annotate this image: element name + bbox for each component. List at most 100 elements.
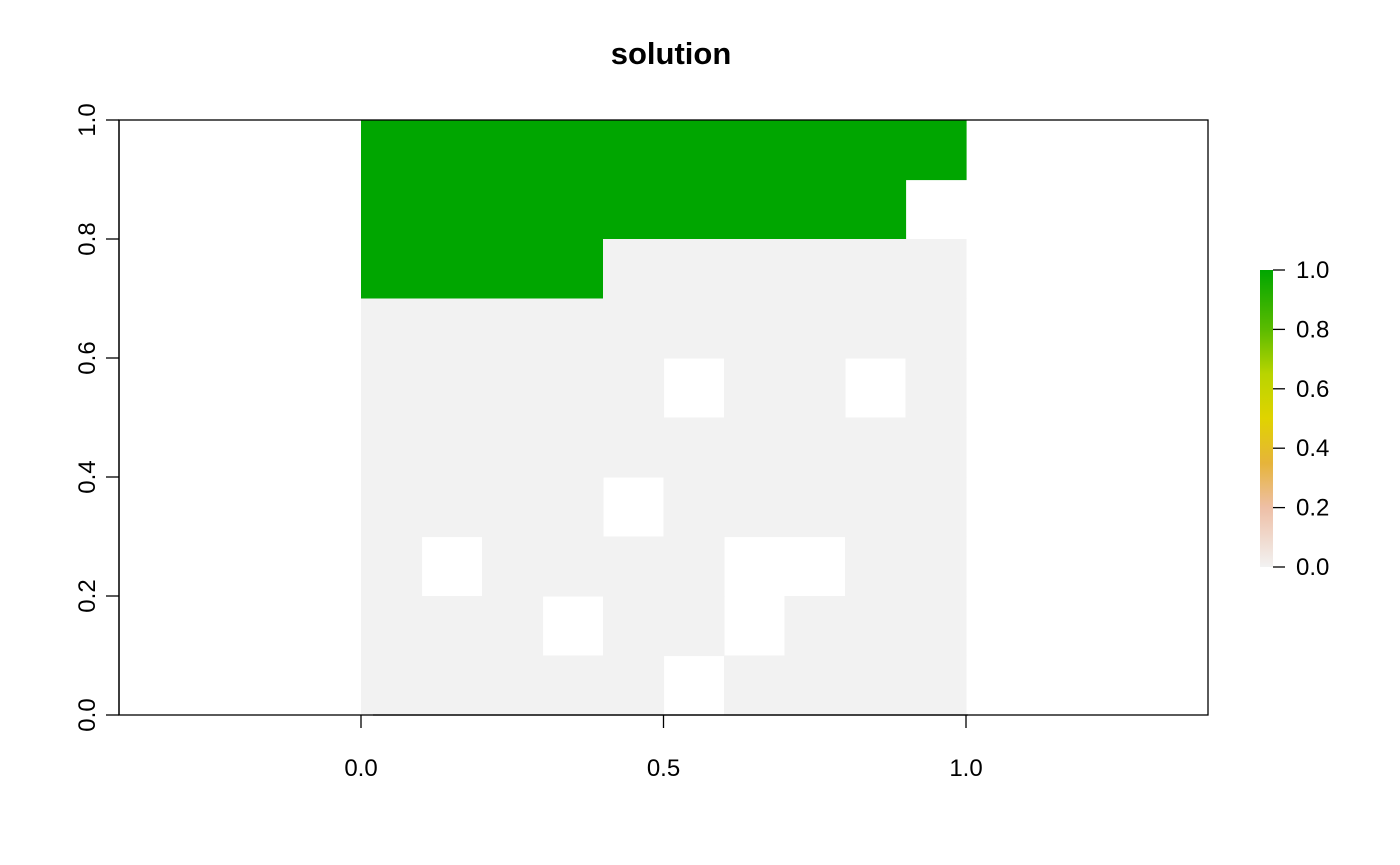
raster-cell-r1-c3 [542, 179, 604, 240]
raster-cell-r1-c6 [724, 179, 786, 240]
raster-cell-r3-c0 [361, 298, 423, 359]
raster-cell-r0-c7 [784, 120, 846, 181]
x-tick-label: 0.0 [344, 755, 377, 782]
x-axis: 0.0 0.5 1.0 [344, 714, 983, 782]
raster-cell-r5-c4 [603, 417, 665, 478]
raster-cell-r7-c2 [482, 536, 544, 597]
raster-cell-r2-c3 [542, 239, 604, 300]
raster-cell-r1-c1 [421, 179, 483, 240]
raster-cell-r6-c0 [361, 477, 423, 538]
raster-cell-r4-c6 [724, 358, 786, 419]
color-legend: 0.0 0.2 0.4 0.6 0.8 1.0 [1260, 257, 1329, 581]
raster-cell-r1-c0 [361, 179, 423, 240]
raster-cell-r6-c9 [905, 477, 967, 538]
raster-cell-r1-c2 [482, 179, 544, 240]
raster-cell-r8-c0 [361, 596, 423, 657]
raster-cell-r4-c2 [482, 358, 544, 419]
y-tick-label: 0.0 [74, 698, 101, 731]
raster-cell-r9-c4 [603, 655, 665, 716]
raster-cell-r0-c8 [845, 120, 907, 181]
raster-cell-r7-c9 [905, 536, 967, 597]
raster-cell-r4-c7 [784, 358, 846, 419]
raster-cell-r1-c8 [845, 179, 907, 240]
legend-tick-label: 0.8 [1296, 316, 1329, 343]
legend-tick-label: 1.0 [1296, 257, 1329, 284]
raster-cell-r9-c8 [845, 655, 907, 716]
raster-cell-r9-c7 [784, 655, 846, 716]
raster-cell-r7-c4 [603, 536, 665, 597]
raster-cell-r8-c8 [845, 596, 907, 657]
y-tick-label: 1.0 [74, 103, 101, 136]
raster-cell-r8-c4 [603, 596, 665, 657]
legend-tick-label: 0.0 [1296, 554, 1329, 581]
raster-cell-r7-c5 [663, 536, 725, 597]
raster-cell-r6-c2 [482, 477, 544, 538]
y-tick-label: 0.8 [74, 222, 101, 255]
raster-cell-r5-c1 [421, 417, 483, 478]
raster-cell-r6-c3 [542, 477, 604, 538]
y-tick-label: 0.6 [74, 341, 101, 374]
raster-cell-r5-c7 [784, 417, 846, 478]
raster-cell-r0-c6 [724, 120, 786, 181]
raster-cell-r5-c6 [724, 417, 786, 478]
raster-cell-r5-c0 [361, 417, 423, 478]
y-tick-label: 0.2 [74, 579, 101, 612]
raster-cell-r5-c8 [845, 417, 907, 478]
raster-cell-r3-c3 [542, 298, 604, 359]
raster-cell-r2-c7 [784, 239, 846, 300]
raster-cell-r6-c1 [421, 477, 483, 538]
raster-cell-r3-c8 [845, 298, 907, 359]
raster-cell-r9-c2 [482, 655, 544, 716]
raster-cell-r0-c2 [482, 120, 544, 181]
raster-cell-r2-c0 [361, 239, 423, 300]
legend-tick-label: 0.6 [1296, 376, 1329, 403]
legend-color-bar [1260, 270, 1273, 567]
raster-cell-r6-c6 [724, 477, 786, 538]
raster-cell-r3-c5 [663, 298, 725, 359]
raster-cell-r1-c5 [663, 179, 725, 240]
raster-cell-r8-c9 [905, 596, 967, 657]
raster-cell-r4-c9 [905, 358, 967, 419]
chart-title: solution [611, 36, 732, 71]
y-axis: 0.0 0.2 0.4 0.6 0.8 1.0 [74, 103, 120, 732]
raster-cell-r3-c9 [905, 298, 967, 359]
raster-cell-r2-c5 [663, 239, 725, 300]
raster-cell-r0-c3 [542, 120, 604, 181]
raster-cell-r3-c6 [724, 298, 786, 359]
raster-cell-r4-c0 [361, 358, 423, 419]
x-tick-label: 0.5 [647, 755, 680, 782]
raster-cell-r2-c8 [845, 239, 907, 300]
raster-cell-r8-c1 [421, 596, 483, 657]
raster-cell-r3-c4 [603, 298, 665, 359]
raster-cell-r0-c4 [603, 120, 665, 181]
raster-cell-r2-c1 [421, 239, 483, 300]
raster-cell-r4-c3 [542, 358, 604, 419]
raster-cell-r3-c2 [482, 298, 544, 359]
raster-cell-r6-c7 [784, 477, 846, 538]
raster-cell-r7-c8 [845, 536, 907, 597]
raster-cell-r2-c4 [603, 239, 665, 300]
raster-cell-r9-c1 [421, 655, 483, 716]
raster-cell-r2-c6 [724, 239, 786, 300]
y-tick-label: 0.4 [74, 460, 101, 493]
x-tick-label: 1.0 [949, 755, 982, 782]
raster-cell-r5-c9 [905, 417, 967, 478]
raster-cell-r3-c1 [421, 298, 483, 359]
raster-cell-r2-c2 [482, 239, 544, 300]
legend-tick-label: 0.4 [1296, 435, 1329, 462]
raster-cell-r0-c0 [361, 120, 423, 181]
raster-cell-r7-c0 [361, 536, 423, 597]
raster-cell-r5-c5 [663, 417, 725, 478]
raster-cell-r0-c9 [905, 120, 967, 181]
raster-cell-r5-c3 [542, 417, 604, 478]
raster-cell-r8-c5 [663, 596, 725, 657]
raster-cell-r9-c9 [905, 655, 967, 716]
raster-cell-r5-c2 [482, 417, 544, 478]
raster-cell-r8-c7 [784, 596, 846, 657]
raster-cell-r6-c8 [845, 477, 907, 538]
raster-cell-r9-c3 [542, 655, 604, 716]
raster-cell-r3-c7 [784, 298, 846, 359]
raster-cell-r8-c2 [482, 596, 544, 657]
raster-cell-r2-c9 [905, 239, 967, 300]
